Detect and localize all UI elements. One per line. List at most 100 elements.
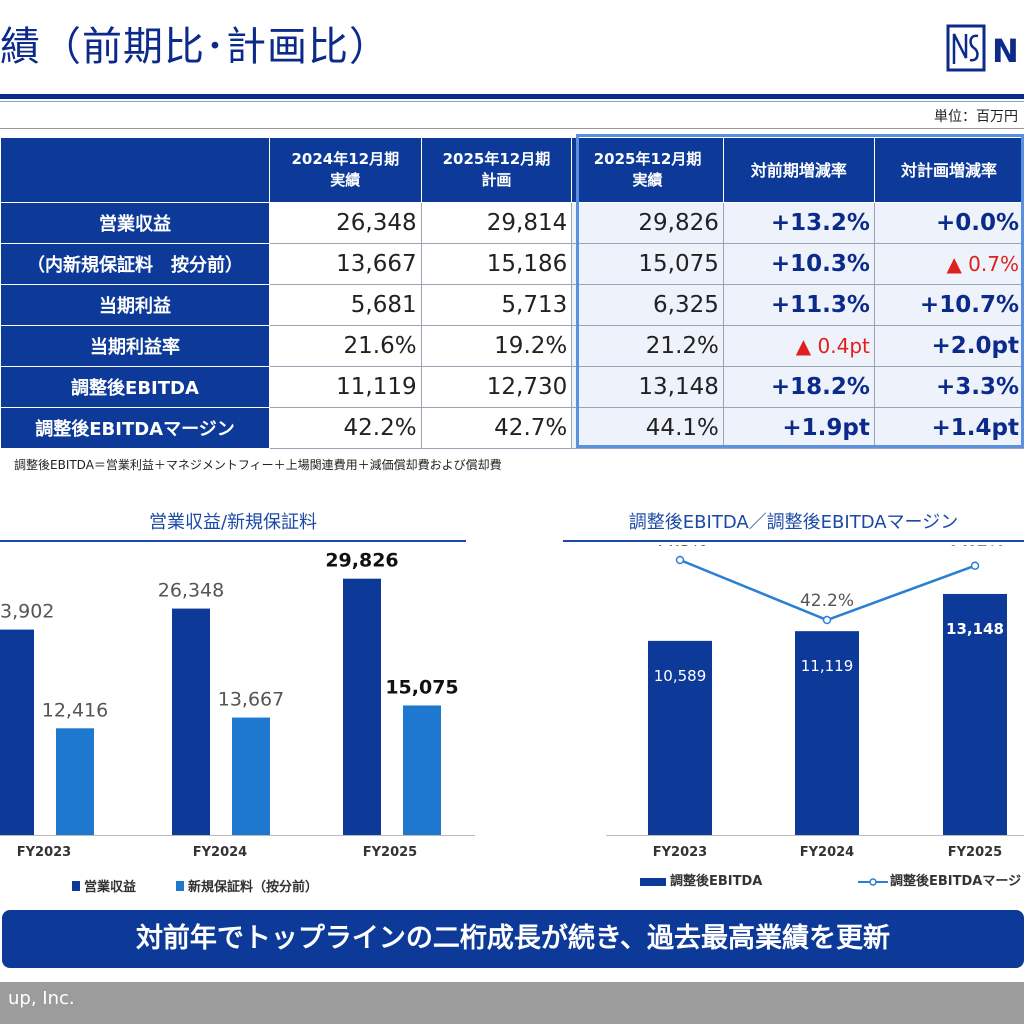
margin-point [675,555,685,565]
ebitda-chart: 10,589 11,119 13,148 44.3% 42.2% 44.1% [648,545,1007,835]
legend-guarantee: 新規保証料（按分前） [176,876,318,895]
table-cell: 29,814 [420,202,573,244]
page-title: 績（前期比･計画比） [0,24,390,70]
bar [403,705,441,835]
x-axis [606,835,1024,836]
legend-label: 調整後EBITDAマージ [890,874,1022,889]
table-cell: 5,681 [268,284,422,326]
change-cell: +18.2% [722,366,875,408]
change-cell: +2.0pt [873,325,1024,367]
table-cell: 42.7% [420,407,573,449]
change-cell: +1.9pt [722,407,875,449]
chart-title-rule [0,540,466,542]
kpi-table: 2024年12月期 実績 2025年12月期 計画 2025年12月期 実績 対前期増… [0,137,1024,449]
bar-value-label: 10,589 [654,667,707,685]
table-cell: 29,826 [571,202,724,244]
table-header-row: 2024年12月期 実績 2025年12月期 計画 2025年12月期 実績 対前期増… [0,137,1024,203]
bar [232,717,270,835]
margin-value-label: 44.3% [653,545,707,551]
logo-letter: N [992,32,1019,70]
legend-revenue: 営業収益 [72,876,136,895]
summary-banner: 対前年でトップラインの二桁成長が続き、過去最高業績を更新 [2,910,1024,968]
margin-line [679,558,976,622]
change-cell: +3.3% [873,366,1024,408]
unit-label: 単位：百万円 [934,109,1018,125]
bar-value-label: 13,148 [946,620,1004,638]
table-footnote: 調整後EBITDA＝営業利益＋マネジメントフィー＋上場関連費用＋減価償却費および… [14,458,502,472]
legend-swatch [640,877,666,886]
table-cell: 21.6% [268,325,422,367]
footer-bar [0,982,1024,1024]
column-header: 対前期増減率 [722,137,875,203]
x-tick-label: FY2025 [362,845,418,860]
bar-value-label: 12,416 [42,699,108,721]
row-label: （内新規保証料 按分前） [0,243,270,285]
legend-margin: 調整後EBITDAマージ [858,870,1021,889]
change-cell: ▲ 0.7% [873,243,1024,285]
bar [56,728,94,835]
bar [343,578,381,835]
bar-value-label: 13,667 [218,689,284,711]
legend-ebitda: 調整後EBITDA [640,870,762,889]
table-cell: 5,713 [420,284,573,326]
table-cell: 13,148 [571,366,724,408]
column-header: 対計画増減率 [873,137,1024,203]
bar [172,608,210,835]
row-label: 営業収益 [0,202,270,244]
x-tick-label: FY2023 [652,845,708,860]
table-cell: 19.2% [420,325,573,367]
table-row: （内新規保証料 按分前） 13,667 15,186 15,075 +10.3% ▲ 0.… [0,243,1024,285]
table-cell: 13,667 [268,243,422,285]
x-axis [0,835,475,836]
table-cell: 21.2% [571,325,724,367]
x-tick-label: FY2024 [192,845,248,860]
bar-value-label: 11,119 [801,657,854,675]
table-cell: 15,186 [420,243,573,285]
title-subrule [0,101,1024,102]
table-row: 調整後EBITDAマージン 42.2% 42.7% 44.1% +1.9pt +1.4pt [0,407,1024,449]
revenue-chart: 3,902 12,416 26,348 13,667 29,826 15,075 [0,550,459,835]
company-logo: N [946,22,1024,74]
x-tick-label: FY2023 [16,845,72,860]
row-label: 調整後EBITDA [0,366,270,408]
change-cell: +1.4pt [873,407,1024,449]
bar [943,593,1007,835]
legend-swatch [72,881,80,891]
legend-label: 営業収益 [84,880,137,895]
bar-value-label: 3,902 [0,601,54,623]
change-cell: +10.7% [873,284,1024,326]
margin-point [970,561,980,570]
margin-value-label: 42.2% [800,591,854,611]
chart-title-ebitda: 調整後EBITDA／調整後EBITDAマージン [628,512,959,533]
change-cell: ▲ 0.4pt [722,325,875,367]
header-blank [0,137,270,203]
legend-label: 新規保証料（按分前） [188,880,319,895]
table-cell: 6,325 [571,284,724,326]
x-tick-label: FY2025 [947,845,1003,860]
margin-point [822,615,832,625]
row-label: 当期利益 [0,284,270,326]
bar [648,640,712,835]
margin-value-label: 44.1% [946,545,1005,551]
bar [795,631,859,835]
bar-value-label: 26,348 [158,580,224,602]
table-cell: 15,075 [571,243,724,285]
column-header: 2025年12月期 実績 [571,137,724,203]
change-cell: +11.3% [722,284,875,326]
change-cell: +13.2% [722,202,875,244]
table-row: 当期利益率 21.6% 19.2% 21.2% ▲ 0.4pt +2.0pt [0,325,1024,367]
bar [0,629,34,835]
table-cell: 12,730 [420,366,573,408]
bar-value-label: 29,826 [325,550,398,572]
table-cell: 26,348 [268,202,422,244]
legend-label: 調整後EBITDA [670,874,763,889]
table-row: 調整後EBITDA 11,119 12,730 13,148 +18.2% +3.3% [0,366,1024,408]
column-header: 2024年12月期 実績 [268,137,422,203]
chart-title-rule [563,540,1024,542]
table-row: 営業収益 26,348 29,814 29,826 +13.2% +0.0% [0,202,1024,244]
bar-value-label: 15,075 [385,676,458,698]
change-cell: +10.3% [722,243,875,285]
table-cell: 42.2% [268,407,422,449]
x-tick-label: FY2024 [799,845,855,860]
row-label: 調整後EBITDAマージン [0,407,270,449]
